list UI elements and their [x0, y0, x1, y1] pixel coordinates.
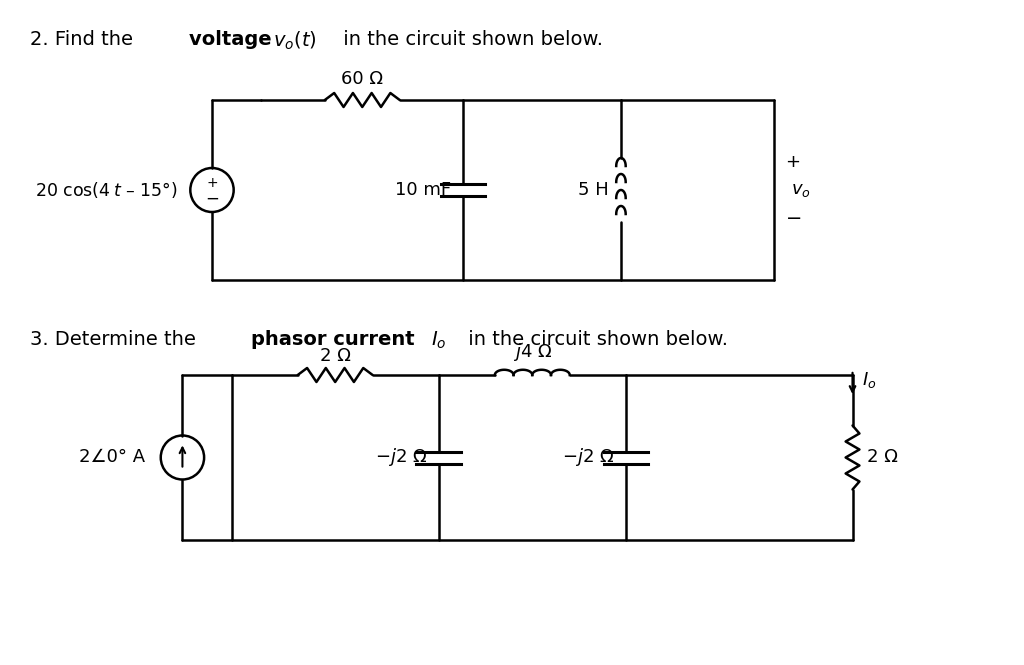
- Text: 20 cos(4 $t$ – 15°): 20 cos(4 $t$ – 15°): [35, 180, 177, 200]
- Text: −: −: [205, 190, 219, 208]
- Text: $v_o$: $v_o$: [792, 181, 811, 199]
- Text: −$j$2 Ω: −$j$2 Ω: [562, 446, 614, 469]
- Text: in the circuit shown below.: in the circuit shown below.: [462, 330, 728, 349]
- Text: voltage: voltage: [189, 30, 279, 49]
- Text: 10 mF: 10 mF: [395, 181, 452, 199]
- Text: 2 Ω: 2 Ω: [319, 347, 350, 365]
- Text: 2. Find the: 2. Find the: [30, 30, 139, 49]
- Text: +: +: [785, 153, 801, 171]
- Text: $v_o(t)$: $v_o(t)$: [273, 30, 316, 53]
- Text: $I_o$: $I_o$: [431, 330, 446, 351]
- Text: +: +: [206, 176, 218, 190]
- Text: 3. Determine the: 3. Determine the: [30, 330, 202, 349]
- Text: 2∠0° A: 2∠0° A: [79, 448, 145, 467]
- Text: −$j$2 Ω: −$j$2 Ω: [375, 446, 427, 469]
- Text: 60 Ω: 60 Ω: [341, 70, 383, 88]
- Text: $I_o$: $I_o$: [862, 370, 877, 390]
- Text: $j$4 Ω: $j$4 Ω: [513, 341, 552, 363]
- Text: 2 Ω: 2 Ω: [867, 448, 898, 467]
- Text: 5 H: 5 H: [579, 181, 609, 199]
- Text: phasor current: phasor current: [252, 330, 422, 349]
- Text: in the circuit shown below.: in the circuit shown below.: [337, 30, 603, 49]
- Text: −: −: [785, 209, 802, 227]
